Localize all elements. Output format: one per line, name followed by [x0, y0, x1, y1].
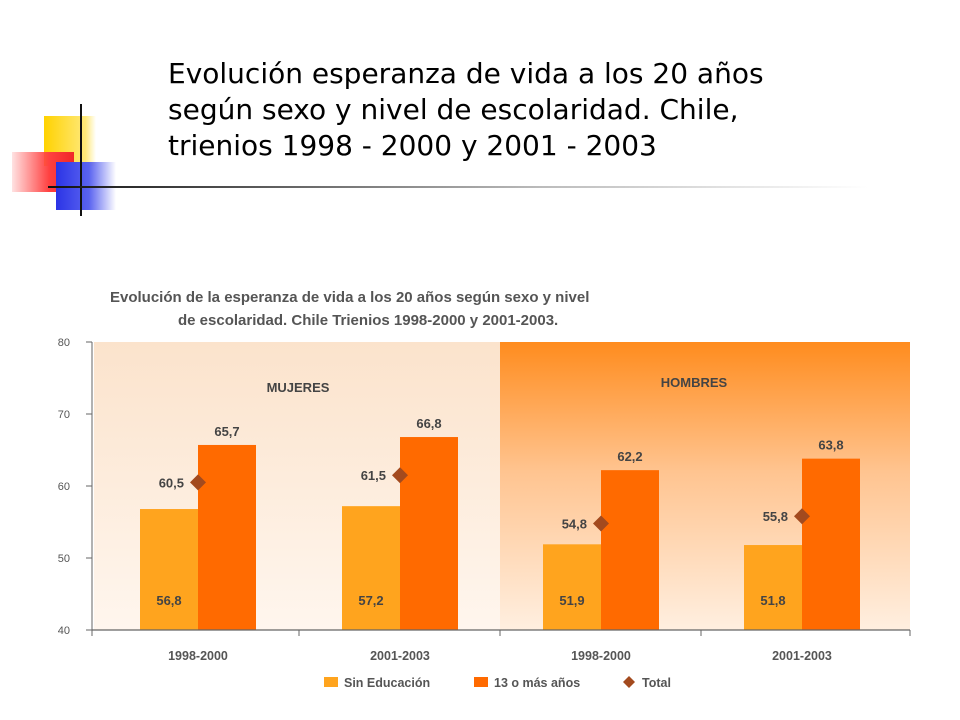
bars [140, 437, 860, 630]
bar-sin-educacion [744, 545, 802, 630]
total-marker [392, 467, 408, 484]
y-tick-label: 60 [58, 481, 70, 493]
legend-label: 13 o más años [494, 676, 580, 690]
bar-sin-educacion [342, 506, 400, 630]
legend-swatch [474, 677, 488, 687]
bar-13-o-mas-anos [802, 458, 860, 630]
label-sin-educacion: 57,2 [358, 593, 383, 608]
x-category-label: 2001-2003 [772, 649, 832, 663]
legend-label: Sin Educación [344, 676, 430, 690]
bar-chart: Evolución de la esperanza de vida a los … [58, 289, 911, 690]
bar-13-o-mas-anos [198, 444, 256, 630]
label-total: 54,8 [562, 516, 587, 531]
legend-swatch [623, 676, 635, 688]
legend: Sin Educación 13 o más años Total [324, 676, 671, 690]
legend-swatch [324, 677, 338, 687]
legend-label: Total [642, 676, 671, 690]
y-tick-label: 40 [58, 625, 70, 637]
label-total: 60,5 [159, 475, 184, 490]
y-tick-label: 80 [58, 337, 70, 349]
slide-decoration [0, 96, 868, 226]
y-axis: 40 50 60 70 80 [58, 337, 93, 637]
label-sin-educacion: 56,8 [156, 593, 181, 608]
x-category-label: 1998-2000 [571, 649, 631, 663]
y-tick-label: 50 [58, 553, 70, 565]
y-tick-label: 70 [58, 409, 70, 421]
x-category-label: 2001-2003 [370, 649, 430, 663]
bar-13-o-mas-anos [601, 470, 659, 630]
slide-title: Evolución esperanza de vida a los 20 año… [168, 57, 764, 162]
decoration-vertical-line [80, 104, 82, 216]
label-sin-educacion: 51,9 [559, 593, 584, 608]
label-total: 55,8 [763, 509, 788, 524]
bar-sin-educacion [140, 509, 198, 630]
label-13-o-mas-anos: 65,7 [214, 424, 239, 439]
panel-label-mujeres: MUJERES [267, 380, 330, 395]
x-category-label: 1998-2000 [168, 649, 228, 663]
chart-image: Evolución de la esperanza de vida a los … [40, 278, 920, 720]
total-markers [190, 467, 810, 532]
label-13-o-mas-anos: 66,8 [416, 416, 441, 431]
bar-sin-educacion [543, 544, 601, 630]
decoration-horizontal-line [48, 186, 868, 188]
total-marker [593, 515, 609, 532]
label-13-o-mas-anos: 62,2 [617, 449, 642, 464]
total-marker [794, 508, 810, 525]
label-total: 61,5 [361, 468, 386, 483]
panel-label-hombres: HOMBRES [661, 375, 728, 390]
data-labels: 56,8 65,7 57,2 66,8 51,9 62,2 51,8 63,8 60,5 61,5… [156, 416, 843, 608]
chart-title-line-2: de escolaridad. Chile Trienios 1998-2000… [178, 312, 558, 329]
chart-title-line-1: Evolución de la esperanza de vida a los … [110, 289, 589, 306]
bar-13-o-mas-anos [400, 437, 458, 630]
x-axis: 1998-2000 2001-2003 1998-2000 2001-2003 [91, 629, 911, 663]
total-marker [190, 474, 206, 491]
label-sin-educacion: 51,8 [760, 593, 785, 608]
label-13-o-mas-anos: 63,8 [818, 438, 843, 453]
